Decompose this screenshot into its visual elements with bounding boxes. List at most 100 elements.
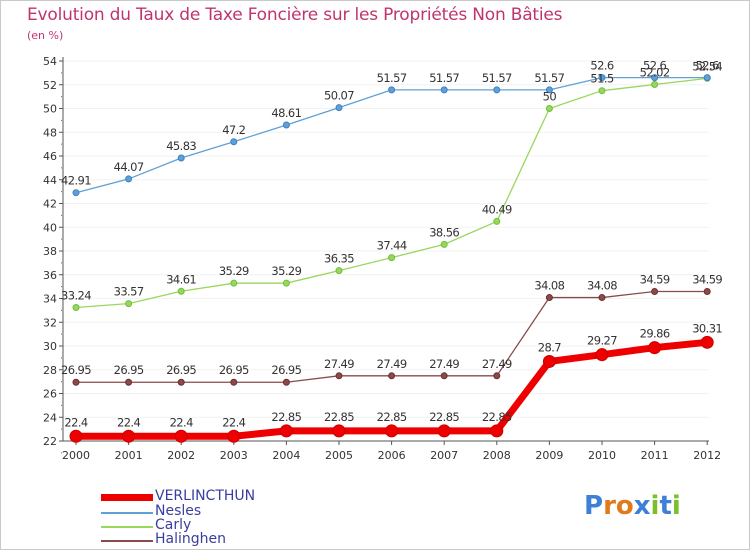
point-verlincthun-2004 xyxy=(279,424,293,438)
point-carly-2005 xyxy=(335,267,343,275)
data-label-carly-2006: 37.44 xyxy=(377,239,407,253)
y-tick-label-30: 30 xyxy=(43,340,57,353)
proxiti-logo: Proxiti xyxy=(584,491,681,521)
point-nesles-2003 xyxy=(230,138,238,146)
data-label-nesles-2001: 44.07 xyxy=(114,160,144,174)
y-tick-label-42: 42 xyxy=(43,198,57,211)
point-nesles-2002 xyxy=(177,154,185,162)
point-halinghen-2011 xyxy=(651,287,659,295)
legend-label-carly: Carly xyxy=(155,517,192,533)
data-label-carly-2009: 50 xyxy=(543,90,557,104)
point-nesles-2001 xyxy=(125,175,133,183)
point-nesles-2007 xyxy=(440,86,448,94)
point-verlincthun-2003 xyxy=(227,429,241,443)
x-tick-label-2005: 2005 xyxy=(325,449,353,462)
y-tick-label-40: 40 xyxy=(43,221,57,234)
data-label-nesles-2012: 52.6 xyxy=(696,59,719,73)
x-tick-label-2000: 2000 xyxy=(62,449,90,462)
y-tick-label-48: 48 xyxy=(43,126,57,139)
x-tick-label-2006: 2006 xyxy=(378,449,406,462)
data-label-nesles-2005: 50.07 xyxy=(324,89,354,103)
chart-title: Evolution du Taux de Taxe Foncière sur l… xyxy=(27,5,563,25)
legend-label-halinghen: Halinghen xyxy=(155,531,227,547)
logo-letter: t xyxy=(659,491,672,521)
point-nesles-2009 xyxy=(545,86,553,94)
point-nesles-2011 xyxy=(651,74,659,82)
data-label-nesles-2004: 48.61 xyxy=(271,106,301,120)
point-carly-2006 xyxy=(388,254,396,262)
y-tick-label-44: 44 xyxy=(43,174,57,187)
data-label-halinghen-2001: 26.95 xyxy=(114,363,144,377)
y-tick-label-34: 34 xyxy=(43,293,57,306)
logo-letter: r xyxy=(603,491,616,521)
data-label-verlincthun-2009: 28.7 xyxy=(538,340,561,354)
point-halinghen-2007 xyxy=(440,372,448,380)
point-carly-2007 xyxy=(440,240,448,248)
point-carly-2000 xyxy=(72,304,80,312)
data-label-halinghen-2005: 27.49 xyxy=(324,357,354,371)
x-tick-label-2002: 2002 xyxy=(167,449,195,462)
data-label-carly-2008: 40.49 xyxy=(482,202,512,216)
data-label-carly-2012: 52.54 xyxy=(692,59,722,73)
point-carly-2004 xyxy=(282,279,290,287)
legend-swatch-carly xyxy=(101,526,153,528)
point-nesles-2004 xyxy=(282,121,290,129)
point-verlincthun-2000 xyxy=(69,429,83,443)
data-label-verlincthun-2011: 29.86 xyxy=(640,327,670,341)
data-label-carly-2004: 35.29 xyxy=(271,264,301,278)
data-label-carly-2002: 34.61 xyxy=(166,272,196,286)
point-verlincthun-2012 xyxy=(700,335,714,349)
series-line-nesles xyxy=(75,76,708,194)
data-label-halinghen-2011: 34.59 xyxy=(640,272,670,286)
point-nesles-2008 xyxy=(493,86,501,94)
data-label-nesles-2010: 52.6 xyxy=(590,59,613,73)
point-verlincthun-2008 xyxy=(490,424,504,438)
point-verlincthun-2005 xyxy=(332,424,346,438)
data-label-carly-2007: 38.56 xyxy=(429,225,459,239)
y-tick-label-32: 32 xyxy=(43,316,57,329)
unit-label: (en %) xyxy=(27,29,64,42)
data-label-verlincthun-2005: 22.85 xyxy=(324,410,354,424)
point-halinghen-2006 xyxy=(388,372,396,380)
point-verlincthun-2007 xyxy=(437,424,451,438)
data-label-halinghen-2004: 26.95 xyxy=(271,363,301,377)
data-label-verlincthun-2001: 22.4 xyxy=(117,415,140,429)
data-label-halinghen-2007: 27.49 xyxy=(429,357,459,371)
y-tick-label-22: 22 xyxy=(43,435,57,448)
point-halinghen-2001 xyxy=(125,378,133,386)
data-label-verlincthun-2002: 22.4 xyxy=(170,415,193,429)
x-tick-label-2008: 2008 xyxy=(483,449,511,462)
point-carly-2003 xyxy=(230,279,238,287)
point-carly-2010 xyxy=(598,87,606,95)
point-nesles-2006 xyxy=(388,86,396,94)
data-label-nesles-2002: 45.83 xyxy=(166,139,196,153)
data-label-carly-2001: 33.57 xyxy=(114,285,144,299)
data-label-nesles-2009: 51.57 xyxy=(534,71,564,85)
y-tick-label-46: 46 xyxy=(43,150,57,163)
point-carly-2009 xyxy=(545,105,553,112)
data-label-nesles-2006: 51.57 xyxy=(377,71,407,85)
point-verlincthun-2002 xyxy=(174,429,188,443)
point-nesles-2010 xyxy=(598,74,606,82)
data-label-carly-2003: 35.29 xyxy=(219,264,249,278)
data-label-halinghen-2000: 26.95 xyxy=(61,363,91,377)
point-carly-2008 xyxy=(493,217,501,225)
point-halinghen-2009 xyxy=(545,294,553,302)
data-label-verlincthun-2012: 30.31 xyxy=(692,321,722,335)
point-carly-2001 xyxy=(125,300,133,308)
x-tick-label-2010: 2010 xyxy=(588,449,616,462)
data-label-halinghen-2002: 26.95 xyxy=(166,363,196,377)
y-tick-label-36: 36 xyxy=(43,269,57,282)
point-halinghen-2004 xyxy=(282,378,290,386)
point-verlincthun-2006 xyxy=(385,424,399,438)
y-tick-label-28: 28 xyxy=(43,364,57,377)
logo-letter: i xyxy=(650,491,660,521)
data-label-verlincthun-2003: 22.4 xyxy=(222,415,245,429)
point-carly-2002 xyxy=(177,287,185,295)
data-label-carly-2011: 52.02 xyxy=(640,66,670,80)
data-label-nesles-2007: 51.57 xyxy=(429,71,459,85)
data-label-halinghen-2008: 27.49 xyxy=(482,357,512,371)
data-label-carly-2005: 36.35 xyxy=(324,252,354,266)
x-tick-label-2012: 2012 xyxy=(693,449,721,462)
